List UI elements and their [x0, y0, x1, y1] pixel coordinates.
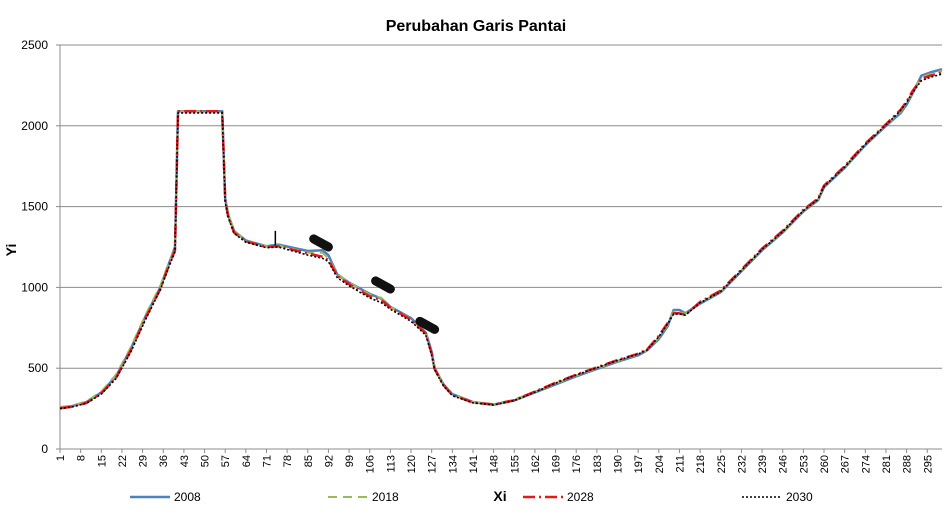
- x-tick-label: 106: [365, 455, 377, 473]
- y-tick-label: 1500: [21, 200, 48, 214]
- x-tick-label: 183: [592, 455, 604, 473]
- x-axis-label: Xi: [493, 488, 506, 504]
- legend: 2008 2018 2028 2030: [130, 490, 813, 504]
- x-tick-label: 176: [571, 455, 583, 473]
- coastal-structures: [274, 230, 440, 334]
- x-tick-label: 162: [530, 455, 542, 473]
- x-tick-label: 85: [303, 455, 315, 467]
- x-tick-label: 92: [323, 455, 335, 467]
- legend-label-2018: 2018: [372, 490, 399, 504]
- breakwater-structure: [309, 234, 333, 252]
- x-tick-label: 225: [716, 455, 728, 473]
- x-tick-label: 29: [138, 455, 150, 467]
- x-tick-label: 211: [674, 455, 686, 473]
- series-line-2018: [59, 69, 943, 408]
- x-tick-label: 274: [860, 455, 872, 473]
- x-tick-label: 57: [220, 455, 232, 467]
- x-tick-label: 169: [551, 455, 563, 473]
- x-tick-label: 246: [778, 455, 790, 473]
- x-tick-label: 22: [117, 455, 129, 467]
- x-tick-label: 141: [468, 455, 480, 473]
- x-tick-label: 218: [695, 455, 707, 473]
- legend-label-2008: 2008: [174, 490, 201, 504]
- y-tick-labels: 0 500 1000 1500 2000 2500: [21, 38, 48, 456]
- x-tick-label: 120: [406, 455, 418, 473]
- x-tick-label: 1: [55, 455, 67, 461]
- x-tick-label: 281: [881, 455, 893, 473]
- chart-title: Perubahan Garis Pantai: [386, 18, 567, 35]
- y-axis-label: Yi: [3, 244, 19, 257]
- x-tick-labels: 1 8 15 22 29 36 43 50 57 64 71 78 85 92 99 106 113 120 127…: [55, 455, 934, 473]
- legend-label-2028: 2028: [567, 490, 594, 504]
- y-tick-label: 500: [28, 361, 48, 375]
- y-tick-label: 1000: [21, 280, 48, 294]
- x-tick-label: 43: [179, 455, 191, 467]
- y-tick-label: 0: [41, 442, 48, 456]
- x-tick-label: 8: [76, 455, 88, 461]
- x-tick-label: 15: [96, 455, 108, 467]
- x-tick-label: 127: [427, 455, 439, 473]
- x-tick-label: 64: [241, 455, 253, 467]
- series-lines: [59, 67, 943, 410]
- x-tick-label: 155: [509, 455, 521, 473]
- series-line-2030: [59, 73, 943, 410]
- x-tick-label: 232: [736, 455, 748, 473]
- x-tick-label: 197: [633, 455, 645, 473]
- y-tick-label: 2500: [21, 38, 48, 52]
- x-tick-label: 267: [840, 455, 852, 473]
- x-tick-label: 148: [489, 455, 501, 473]
- x-tick-label: 239: [757, 455, 769, 473]
- x-tick-label: 134: [447, 455, 459, 473]
- series-line-2028: [59, 71, 943, 410]
- x-tick-label: 50: [200, 455, 212, 467]
- axes: [56, 44, 942, 453]
- x-tick-label: 36: [158, 455, 170, 467]
- x-tick-label: 71: [261, 455, 273, 467]
- x-tick-label: 204: [654, 455, 666, 473]
- x-tick-label: 253: [798, 455, 810, 473]
- x-tick-label: 99: [344, 455, 356, 467]
- y-tick-label: 2000: [21, 119, 48, 133]
- x-tick-label: 78: [282, 455, 294, 467]
- x-tick-label: 288: [902, 455, 914, 473]
- x-tick-label: 113: [385, 455, 397, 473]
- x-tick-label: 295: [922, 455, 934, 473]
- x-tick-label: 260: [819, 455, 831, 473]
- breakwater-structure: [371, 276, 395, 294]
- series-line-2008: [59, 67, 943, 410]
- breakwater-structure: [415, 316, 440, 334]
- gridlines: [60, 44, 942, 369]
- legend-label-2030: 2030: [786, 490, 813, 504]
- x-tick-label: 190: [613, 455, 625, 473]
